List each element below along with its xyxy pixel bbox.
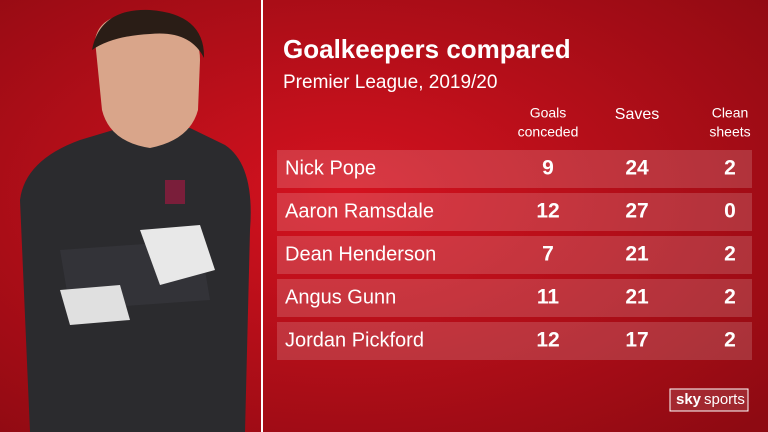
row-background (277, 193, 752, 231)
title: Goalkeepers compared (283, 34, 571, 64)
stat-value: 12 (536, 329, 559, 352)
column-header: Clean (712, 105, 749, 121)
row-background (277, 279, 752, 317)
stat-value: 17 (625, 329, 648, 352)
stat-value: 21 (625, 243, 649, 266)
stat-value: 2 (724, 157, 736, 180)
logo-box (669, 388, 749, 412)
row-background (277, 150, 752, 188)
logo: sky sports (669, 388, 749, 412)
player-name: Jordan Pickford (285, 329, 424, 351)
player-name: Aaron Ramsdale (285, 200, 434, 222)
table: Goals conceded Saves Clean sheets Nick Pope 9 2… (277, 105, 752, 360)
player-name: Dean Henderson (285, 243, 436, 265)
stat-value: 12 (536, 200, 559, 223)
stat-value: 9 (542, 157, 554, 180)
column-header: Saves (615, 106, 659, 123)
stat-value: 21 (625, 286, 649, 309)
player-name: Angus Gunn (285, 286, 396, 308)
stat-value: 11 (537, 286, 560, 309)
stat-value: 0 (724, 200, 736, 223)
row-background (277, 236, 752, 274)
column-header: conceded (518, 124, 579, 140)
stat-value: 27 (625, 200, 648, 223)
subtitle: Premier League, 2019/20 (283, 72, 497, 93)
column-header: Goals (530, 105, 567, 121)
row-background (277, 322, 752, 360)
stat-value: 24 (625, 157, 649, 180)
player-photo (20, 9, 251, 432)
logo-brand: sky (676, 391, 702, 408)
stat-value: 2 (724, 243, 736, 266)
stat-value: 2 (724, 286, 736, 309)
column-header: sheets (709, 124, 750, 140)
logo-product: sports (704, 391, 745, 408)
stat-value: 2 (724, 329, 736, 352)
stat-value: 7 (542, 243, 554, 266)
player-name: Nick Pope (285, 157, 376, 179)
